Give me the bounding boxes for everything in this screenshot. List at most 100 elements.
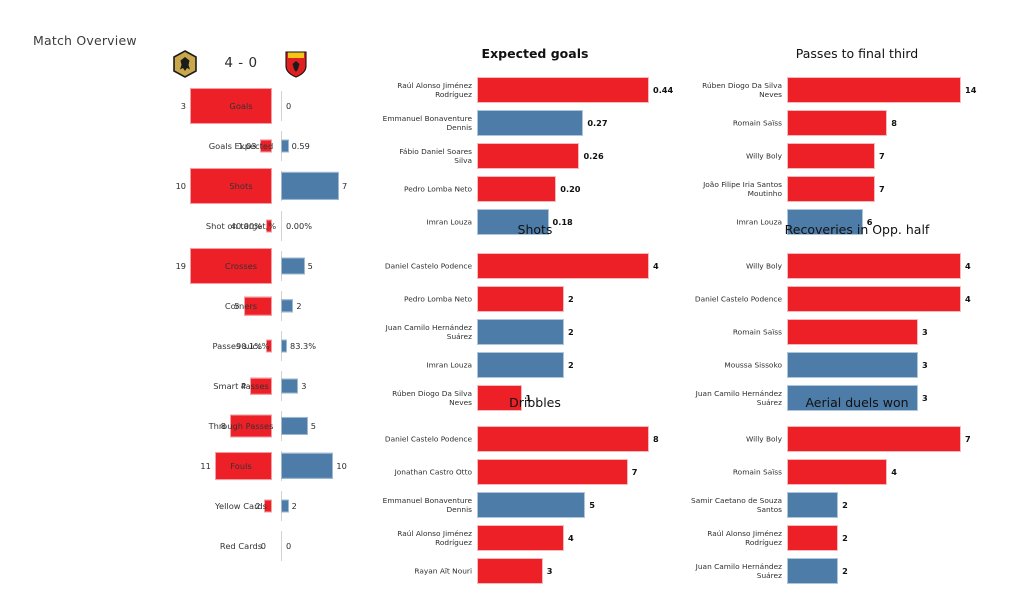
match-stat-row: 19 Crosses 5 [0, 246, 380, 286]
match-stat-row: 40.00% Shot on target,% 0.00% [0, 206, 380, 246]
chart-bar-row: Romain Saïss 3 [690, 318, 1024, 346]
chart-bar-row: Emmanuel Bonaventure Dennis 5 [380, 491, 690, 519]
stat-label: Corners [224, 300, 258, 311]
match-score-header: 4 - 0 [0, 50, 380, 84]
player-name-label: Rúben Diogo Da Silva Neves [702, 81, 782, 99]
chart-bar-row: Daniel Castelo Podence 8 [380, 425, 690, 453]
player-stat-chart: Dribbles Daniel Castelo Podence 8 Jonathan … [380, 395, 690, 584]
player-name-label: Romain Saïss [732, 467, 782, 477]
player-stat-value: 14 [965, 85, 977, 95]
home-stat-bar [266, 219, 272, 233]
chart-title: Recoveries in Opp. half [784, 222, 930, 237]
match-stat-row: 0 Red Cards 0 [0, 526, 380, 566]
home-stat-value: 1.03 [238, 141, 257, 151]
home-stat-value: 10 [175, 181, 186, 191]
player-stat-chart: Recoveries in Opp. half Willy Boly 4 Daniel… [690, 222, 1024, 411]
player-stat-value: 4 [653, 261, 659, 271]
chart-title: Shots [517, 222, 553, 237]
away-stat-value: 83.3% [290, 341, 317, 351]
player-stat-value: 7 [965, 434, 971, 444]
home-stat-value: 3 [180, 101, 186, 111]
home-stat-value: 40.00% [230, 221, 262, 231]
chart-bar-row: Rúben Diogo Da Silva Neves 14 [690, 76, 1024, 104]
player-name-label: Daniel Castelo Podence [384, 261, 472, 271]
away-stat-value: 2 [296, 301, 302, 311]
away-stat-bar [281, 299, 294, 313]
match-stat-row: 3 Goals 0 [0, 86, 380, 126]
match-stat-row: 90.1% Passes succ% 83.3% [0, 326, 380, 366]
stat-label: Through Passes [208, 420, 274, 431]
player-stat-value: 3 [922, 393, 928, 403]
away-stat-value: 2 [291, 501, 297, 511]
player-stat-bar [787, 176, 875, 202]
match-stat-row: 1.03 Goals Expected 0.59 [0, 126, 380, 166]
chart-bar-row: Pedro Lomba Neto 2 [380, 285, 690, 313]
chart-bar-row: Daniel Castelo Podence 4 [690, 285, 1024, 313]
chart-bar-row: João Filipe Iria Santos Moutinho 7 [690, 175, 1024, 203]
chart-bar-row: Juan Camilo Hernández Suárez 2 [690, 557, 1024, 585]
player-name-label: Jonathan Castro Otto [394, 467, 472, 477]
player-stat-bar [787, 143, 875, 169]
chart-title: Dribbles [509, 395, 561, 410]
player-stat-value: 7 [879, 151, 885, 161]
player-stat-value: 4 [568, 533, 574, 543]
home-stat-bar [190, 88, 272, 124]
stat-axis-line [281, 211, 283, 241]
home-stat-bar [190, 168, 272, 204]
player-stat-bar [787, 253, 961, 279]
home-stat-value: 11 [200, 461, 211, 471]
match-stat-row: 5 Corners 2 [0, 286, 380, 326]
match-stat-row: 10 Shots 7 [0, 166, 380, 206]
player-stat-value: 0.18 [552, 217, 573, 227]
chart-bar-row: Fábio Daniel Soares Silva 0.26 [380, 142, 690, 170]
player-stat-bar [477, 352, 564, 378]
home-stat-bar [230, 414, 272, 438]
chart-bar-row: Raúl Alonso Jiménez Rodríguez 4 [380, 524, 690, 552]
chart-bar-row: Juan Camilo Hernández Suárez 3 [690, 384, 1024, 412]
home-stat-bar [266, 339, 272, 353]
match-stat-row: 11 Fouls 10 [0, 446, 380, 486]
player-stat-bar [787, 77, 961, 103]
player-stat-bar [787, 492, 839, 518]
player-stat-bar [787, 558, 839, 584]
away-stat-value: 0 [286, 101, 292, 111]
stat-axis-line [281, 91, 283, 121]
player-name-label: Juan Camilo Hernández Suárez [695, 389, 782, 407]
chart-bar-row: Raúl Alonso Jiménez Rodríguez 2 [690, 524, 1024, 552]
player-stat-value: 8 [653, 434, 659, 444]
player-stat-value: 2 [568, 327, 574, 337]
player-name-label: Willy Boly [745, 151, 782, 161]
player-name-label: Fábio Daniel Soares Silva [399, 147, 472, 165]
player-stat-bar [787, 426, 961, 452]
stat-axis-line [281, 531, 283, 561]
chart-bar-row: Imran Louza 0.18 [380, 208, 690, 236]
player-stat-bar [477, 492, 586, 518]
player-stat-bar [477, 77, 649, 103]
stat-label: Crosses [224, 260, 258, 271]
stat-label: Passes succ% [212, 340, 270, 351]
away-stat-value: 0 [286, 541, 292, 551]
player-stat-value: 8 [891, 118, 897, 128]
player-name-label: Daniel Castelo Podence [384, 434, 472, 444]
player-name-label: Daniel Castelo Podence [694, 294, 782, 304]
chart-bar-row: Rayan Aït Nouri 3 [380, 557, 690, 585]
away-team-badge-icon [283, 50, 309, 78]
match-stat-row: 2 Yellow Cards 2 [0, 486, 380, 526]
stat-label: Yellow Cards [215, 500, 267, 511]
player-name-label: Imran Louza [736, 217, 782, 227]
player-name-label: Raúl Alonso Jiménez Rodríguez [397, 529, 472, 547]
score-text: 4 - 0 [224, 55, 258, 71]
match-overview-panel: Match Overview 4 - 0 3 Goals 0 1.03 Goals Ex… [0, 0, 380, 602]
player-charts-panel: Expected goals Raúl Alonso Jiménez Rodríg… [380, 0, 1024, 602]
away-stat-bar [281, 416, 308, 436]
player-stat-value: 7 [879, 184, 885, 194]
chart-title: Passes to final third [795, 46, 919, 61]
chart-bar-row: Daniel Castelo Podence 4 [380, 252, 690, 280]
chart-bar-row: Imran Louza 6 [690, 208, 1024, 236]
player-stat-bar [477, 253, 649, 279]
player-stat-value: 1 [525, 393, 532, 403]
player-stat-value: 2 [842, 566, 848, 576]
chart-bar-row: Jonathan Castro Otto 7 [380, 458, 690, 486]
player-stat-bar [787, 319, 918, 345]
player-name-label: Willy Boly [745, 434, 782, 444]
